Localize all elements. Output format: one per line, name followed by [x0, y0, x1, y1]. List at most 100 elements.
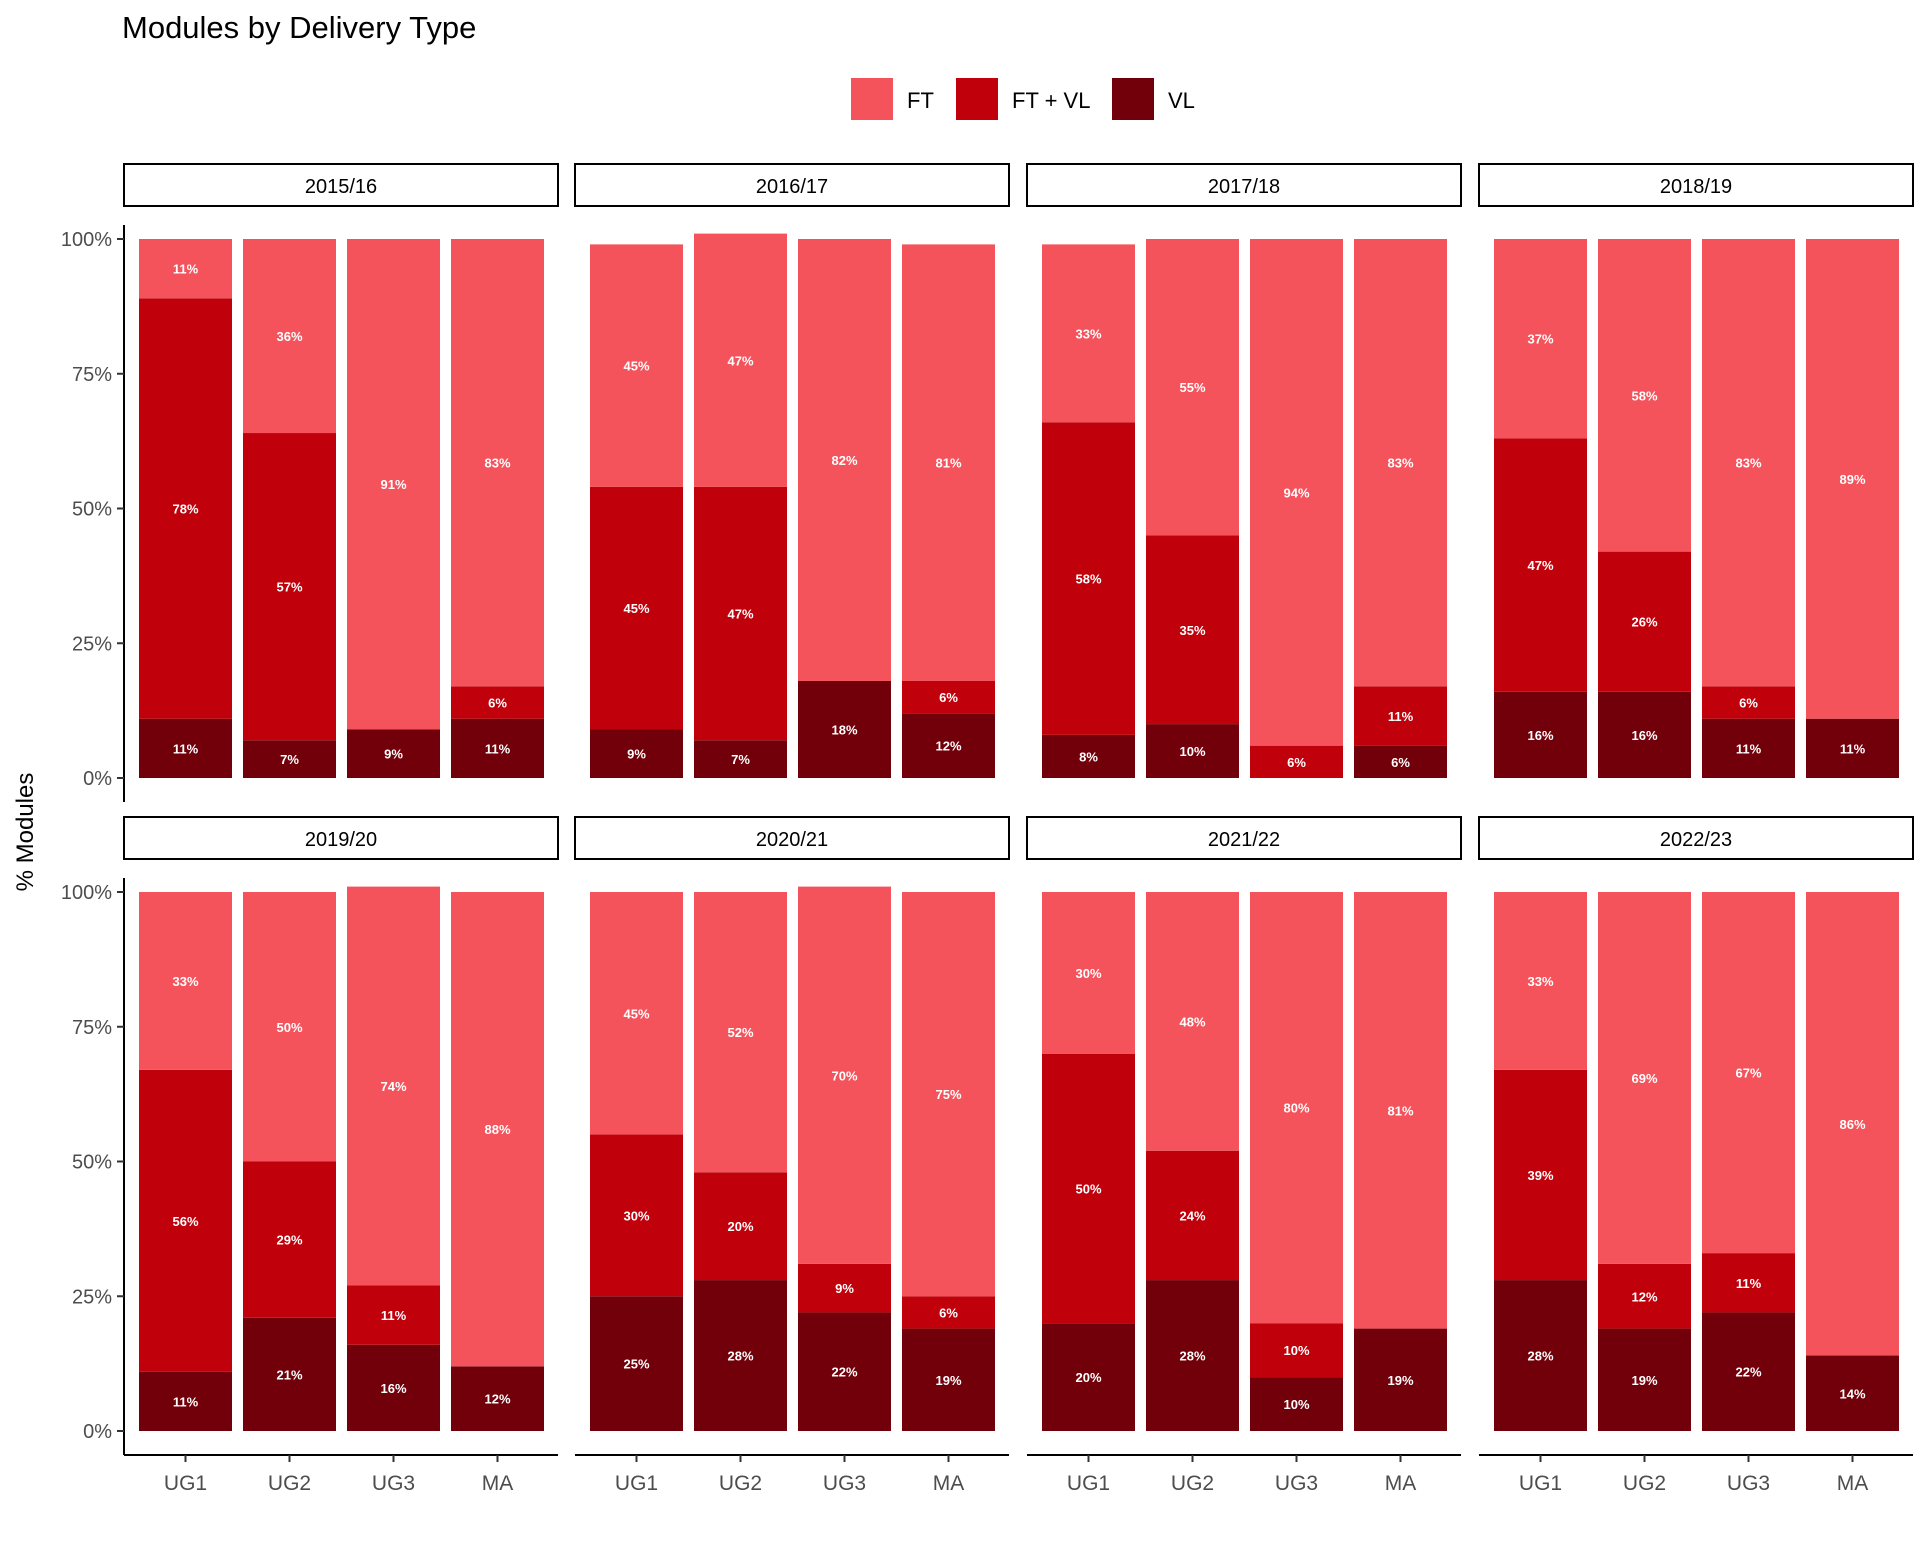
- data-label-2015-16-ma-ft-vl: 6%: [488, 696, 507, 711]
- panel-strip-label-2018-19: 2018/19: [1660, 176, 1732, 198]
- bar-segment-2019-20-ug3-ft-vl: [347, 1285, 440, 1345]
- x-tick-label-2020-21-ug2: UG2: [719, 1472, 762, 1495]
- bar-segment-2022-23-ug1-ft-vl: [1494, 1069, 1587, 1281]
- data-label-2022-23-ug2-vl: 19%: [1631, 1373, 1657, 1388]
- data-label-2018-19-ug2-ft-vl: 26%: [1631, 615, 1657, 630]
- bar-segment-2021-22-ma-ft: [1354, 892, 1447, 1329]
- legend-label-vl: VL: [1168, 88, 1195, 113]
- panel-strip-2017-18: [1026, 163, 1462, 207]
- panel-2021-22: 2021/22 20% 50% 30% UG1 28% 24% 48% UG2 10% 10% 80%…: [1026, 816, 1462, 1495]
- bar-segment-2016-17-ug1-ft-vl: [590, 486, 683, 730]
- bar-segment-2016-17-ug2-vl: [694, 740, 787, 778]
- bar-segment-2022-23-ug3-ft: [1702, 892, 1795, 1254]
- data-label-2021-22-ma-vl: 19%: [1387, 1373, 1413, 1388]
- bar-segment-2016-17-ug2-ft: [694, 233, 787, 487]
- bar-segment-2018-19-ug1-vl: [1494, 691, 1587, 778]
- x-tick-label-2022-23-ug1: UG1: [1519, 1472, 1562, 1495]
- data-label-2018-19-ug1-ft-vl: 47%: [1527, 558, 1553, 573]
- bar-segment-2021-22-ug1-vl: [1042, 1323, 1135, 1431]
- data-label-2020-21-ug1-vl: 25%: [623, 1357, 649, 1372]
- data-label-2017-18-ma-ft-vl: 11%: [1388, 709, 1414, 724]
- data-label-2020-21-ug1-ft-vl: 30%: [623, 1208, 649, 1223]
- x-tick-label-2021-22-ma: MA: [1385, 1472, 1417, 1495]
- bar-segment-2017-18-ug2-ft-vl: [1146, 535, 1239, 725]
- bar-segment-2018-19-ug3-ft: [1702, 239, 1795, 687]
- data-label-2017-18-ug2-vl: 10%: [1179, 744, 1205, 759]
- bar-segment-2022-23-ug1-vl: [1494, 1280, 1587, 1431]
- bar-segment-2015-16-ug1-ft: [139, 239, 232, 299]
- chart-title: Modules by Delivery Type: [122, 10, 476, 45]
- data-label-2021-22-ug2-ft: 48%: [1179, 1014, 1205, 1029]
- data-label-2018-19-ug3-ft: 83%: [1735, 456, 1761, 471]
- panel-strip-2016-17: [574, 163, 1010, 207]
- bar-segment-2017-18-ma-ft-vl: [1354, 686, 1447, 746]
- x-tick-label-2020-21-ug3: UG3: [823, 1472, 866, 1495]
- bar-segment-2020-21-ug2-ft: [694, 892, 787, 1173]
- y-tick-label-0: 0%: [83, 768, 112, 790]
- data-label-2022-23-ug1-ft: 33%: [1527, 974, 1553, 989]
- bar-segment-2022-23-ug3-ft-vl: [1702, 1253, 1795, 1313]
- bar-segment-2020-21-ma-ft: [902, 892, 995, 1297]
- x-tick-label-2021-22-ug1: UG1: [1067, 1472, 1110, 1495]
- data-label-2016-17-ug2-ft-vl: 47%: [727, 607, 753, 622]
- bar-segment-2018-19-ug1-ft: [1494, 239, 1587, 439]
- bar-segment-2018-19-ug2-ft-vl: [1598, 551, 1691, 692]
- bar-segment-2020-21-ug3-ft-vl: [798, 1263, 891, 1313]
- data-label-2021-22-ug1-ft: 30%: [1075, 966, 1101, 981]
- bar-segment-2022-23-ug2-vl: [1598, 1328, 1691, 1431]
- data-label-2020-21-ug3-ft: 70%: [831, 1068, 857, 1083]
- bar-segment-2015-16-ug2-ft: [243, 239, 336, 434]
- bar-segment-2019-20-ug2-ft: [243, 892, 336, 1162]
- data-label-2021-22-ug3-ft: 80%: [1283, 1101, 1309, 1116]
- bar-segment-2017-18-ug3-ft-vl: [1250, 745, 1343, 778]
- bar-segment-2018-19-ug3-vl: [1702, 718, 1795, 778]
- bar-segment-2020-21-ma-vl: [902, 1328, 995, 1431]
- data-label-2021-22-ug1-vl: 20%: [1075, 1370, 1101, 1385]
- data-label-2019-20-ma-vl: 12%: [484, 1392, 510, 1407]
- data-label-2019-20-ug3-vl: 16%: [380, 1381, 406, 1396]
- data-label-2020-21-ug2-ft: 52%: [727, 1025, 753, 1040]
- bar-segment-2020-21-ug1-ft: [590, 892, 683, 1135]
- bar-segment-2017-18-ug1-ft: [1042, 244, 1135, 423]
- bar-segment-2018-19-ug2-vl: [1598, 691, 1691, 778]
- data-label-2019-20-ug1-ft: 33%: [172, 974, 198, 989]
- data-label-2016-17-ma-vl: 12%: [935, 739, 961, 754]
- x-tick-label-2020-21-ug1: UG1: [615, 1472, 658, 1495]
- data-label-2019-20-ug2-ft: 50%: [276, 1020, 302, 1035]
- panel-2015-16: 2015/16 0% 25% 50% 75% 100% 11% 78% 11% 7% 57% 36% 9…: [61, 163, 559, 802]
- bar-segment-2022-23-ug2-ft: [1598, 892, 1691, 1264]
- bar-segment-2017-18-ug1-ft-vl: [1042, 422, 1135, 735]
- y-tick-label-75: 75%: [72, 364, 112, 386]
- data-label-2020-21-ug3-vl: 22%: [831, 1365, 857, 1380]
- legend-swatch-ft: [851, 78, 893, 120]
- data-label-2018-19-ug1-vl: 16%: [1527, 728, 1553, 743]
- x-tick-label-2022-23-ug2: UG2: [1623, 1472, 1666, 1495]
- x-tick-label-2019-20-ug3: UG3: [372, 1472, 415, 1495]
- bar-segment-2015-16-ug1-vl: [139, 718, 232, 778]
- panel-strip-label-2022-23: 2022/23: [1660, 829, 1732, 851]
- data-label-2015-16-ma-vl: 11%: [485, 741, 511, 756]
- data-label-2017-18-ma-vl: 6%: [1391, 755, 1410, 770]
- data-label-2015-16-ug1-ft: 11%: [173, 262, 199, 277]
- bar-segment-2016-17-ma-vl: [902, 713, 995, 778]
- bar-segment-2019-20-ug1-ft: [139, 892, 232, 1070]
- legend-label-ft-vl: FT + VL: [1012, 88, 1090, 113]
- data-label-2020-21-ug2-ft-vl: 20%: [727, 1219, 753, 1234]
- bar-segment-2017-18-ug2-ft: [1146, 239, 1239, 536]
- facet-panels: 2015/16 0% 25% 50% 75% 100% 11% 78% 11% 7% 57% 36% 9…: [61, 163, 1914, 1495]
- data-label-2020-21-ug2-vl: 28%: [727, 1349, 753, 1364]
- panel-strip-label-2021-22: 2021/22: [1208, 829, 1280, 851]
- data-label-2022-23-ug3-ft-vl: 11%: [1736, 1276, 1762, 1291]
- data-label-2016-17-ug1-vl: 9%: [627, 747, 646, 762]
- data-label-2015-16-ug1-ft-vl: 78%: [172, 502, 198, 517]
- panel-strip-label-2017-18: 2017/18: [1208, 176, 1280, 198]
- bar-segment-2018-19-ug3-ft-vl: [1702, 686, 1795, 719]
- legend-swatch-ft-vl: [956, 78, 998, 120]
- bar-segment-2015-16-ug1-ft-vl: [139, 298, 232, 719]
- data-label-2016-17-ug2-ft: 47%: [727, 353, 753, 368]
- data-label-2019-20-ug2-ft-vl: 29%: [276, 1233, 302, 1248]
- panel-2020-21: 2020/21 25% 30% 45% UG1 28% 20% 52% UG2 22% 9% 70% U…: [574, 816, 1010, 1495]
- bar-segment-2022-23-ug3-vl: [1702, 1312, 1795, 1431]
- bar-segment-2018-19-ma-ft: [1806, 239, 1899, 719]
